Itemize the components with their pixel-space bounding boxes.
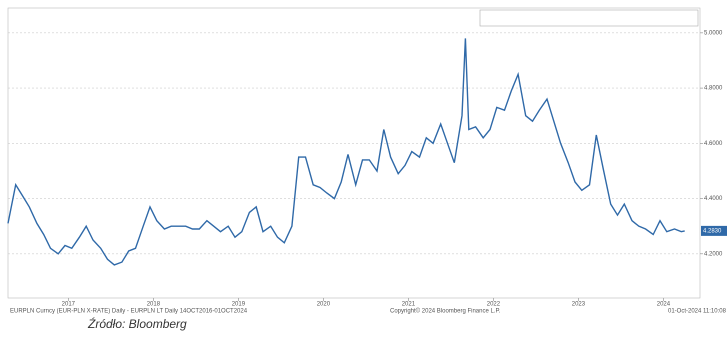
x-tick-label: 2019 (232, 302, 246, 308)
last-price-label: 4.2830 (703, 228, 722, 234)
footer-left: EURPLN Curncy (EUR-PLN X-RATE) Daily - E… (10, 309, 248, 315)
footer-right: 01-Oct-2024 11:10:08 (668, 309, 727, 315)
grid (8, 32, 703, 301)
x-tick-label: 2021 (402, 302, 416, 308)
x-tick-label: 2024 (657, 302, 671, 308)
x-tick-label: 2020 (317, 302, 331, 308)
lines (7, 38, 685, 266)
footer-center: Copyright© 2024 Bloomberg Finance L.P. (390, 308, 501, 315)
x-tick-label: 2017 (62, 302, 76, 308)
price-line (7, 38, 685, 266)
x-tick-label: 2022 (487, 302, 501, 308)
last-price-box (701, 225, 727, 236)
x-tick-label: 2018 (147, 302, 161, 308)
y-tick-label: 5.0000 (704, 30, 723, 36)
legend-box (479, 9, 699, 27)
y-tick-label: 4.8000 (704, 86, 723, 92)
plot-area (7, 7, 701, 299)
y-tick-label: 4.2000 (704, 251, 723, 257)
y-tick-label: 4.4000 (704, 196, 723, 202)
x-tick-label: 2023 (572, 302, 586, 308)
y-tick-label: 4.6000 (704, 141, 723, 147)
source: Źródło: Bloomberg (87, 316, 187, 331)
